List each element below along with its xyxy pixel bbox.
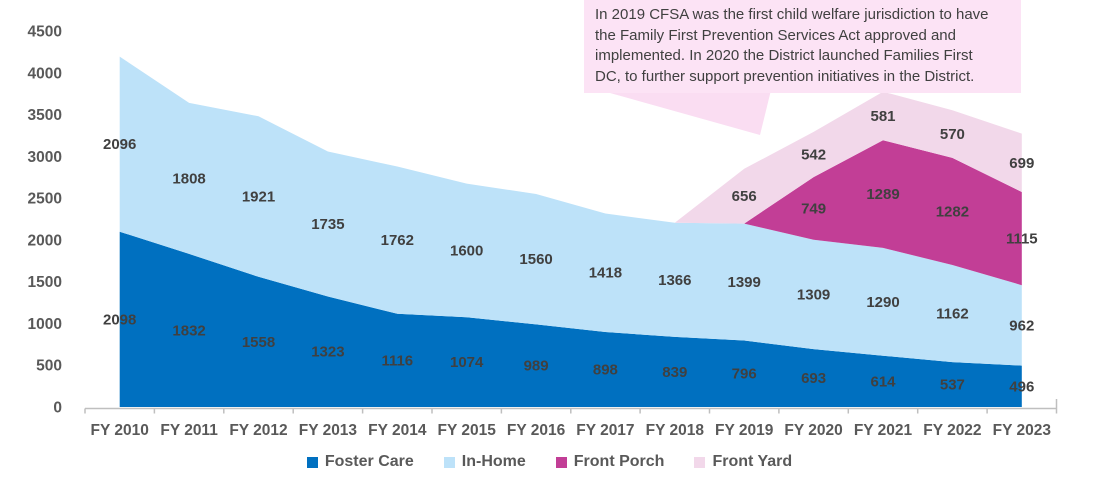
data-label-front-yard-fy-2020: 542 <box>801 147 826 164</box>
data-label-in-home-fy-2013: 1735 <box>311 216 344 233</box>
y-tick-label-3500: 3500 <box>28 107 62 124</box>
data-label-front-yard-fy-2021: 581 <box>870 108 895 125</box>
legend-item-front-yard: Front Yard <box>694 453 792 471</box>
data-label-in-home-fy-2019: 1399 <box>728 274 761 291</box>
data-label-foster-care-fy-2012: 1558 <box>242 334 275 351</box>
legend-swatch-in-home <box>443 456 455 468</box>
annotation-callout-text: In 2019 CFSA was the first child welfare… <box>584 0 1021 93</box>
legend-swatch-front-yard <box>694 456 706 468</box>
x-tick-label-fy-2016: FY 2016 <box>507 422 566 439</box>
x-tick-label-fy-2020: FY 2020 <box>784 422 842 439</box>
data-label-foster-care-fy-2016: 989 <box>524 358 549 375</box>
legend-label-front-yard: Front Yard <box>712 453 793 470</box>
y-tick-label-4000: 4000 <box>28 65 62 82</box>
data-label-in-home-fy-2022: 1162 <box>936 306 969 323</box>
area-in-home <box>119 56 1022 366</box>
data-label-foster-care-fy-2021: 614 <box>870 373 896 390</box>
x-tick-label-fy-2019: FY 2019 <box>715 422 774 439</box>
legend-label-front-porch: Front Porch <box>573 453 665 470</box>
data-label-front-porch-fy-2021: 1289 <box>866 186 899 203</box>
data-label-in-home-fy-2011: 1808 <box>172 170 205 187</box>
x-tick-label-fy-2011: FY 2011 <box>160 422 218 439</box>
legend-item-in-home: In-Home <box>443 453 526 471</box>
x-tick-label-fy-2017: FY 2017 <box>576 422 634 439</box>
legend-label-foster-care: Foster Care <box>324 453 414 470</box>
legend-item-foster-care: Foster Care <box>306 453 414 471</box>
data-label-front-porch-fy-2020: 749 <box>801 200 826 217</box>
legend-label-in-home: In-Home <box>461 453 526 470</box>
data-label-front-porch-fy-2023: 1115 <box>1006 231 1038 248</box>
data-label-foster-care-fy-2015: 1074 <box>450 354 484 371</box>
data-label-front-yard-fy-2019: 656 <box>732 188 757 205</box>
y-tick-label-1000: 1000 <box>28 316 62 333</box>
x-tick-label-fy-2014: FY 2014 <box>368 422 427 439</box>
data-label-in-home-fy-2012: 1921 <box>242 189 275 206</box>
data-label-in-home-fy-2023: 962 <box>1009 317 1034 334</box>
y-tick-label-1500: 1500 <box>28 274 62 291</box>
x-tick-label-fy-2010: FY 2010 <box>91 422 149 439</box>
data-label-in-home-fy-2021: 1290 <box>866 294 899 311</box>
data-label-in-home-fy-2014: 1762 <box>381 232 414 249</box>
data-label-foster-care-fy-2022: 537 <box>940 377 965 394</box>
y-tick-label-2000: 2000 <box>28 232 62 249</box>
data-label-foster-care-fy-2010: 2098 <box>103 311 136 328</box>
data-label-in-home-fy-2017: 1418 <box>589 265 622 282</box>
data-label-in-home-fy-2015: 1600 <box>450 242 483 259</box>
annotation-pointer <box>585 86 772 135</box>
data-label-foster-care-fy-2013: 1323 <box>311 344 344 361</box>
x-tick-label-fy-2015: FY 2015 <box>438 422 497 439</box>
y-tick-label-3000: 3000 <box>28 149 62 166</box>
data-label-foster-care-fy-2020: 693 <box>801 370 826 387</box>
legend-swatch-front-porch <box>555 456 567 468</box>
data-label-in-home-fy-2010: 2096 <box>103 136 136 153</box>
y-tick-label-2500: 2500 <box>28 191 62 208</box>
x-tick-label-fy-2018: FY 2018 <box>646 422 705 439</box>
data-label-foster-care-fy-2023: 496 <box>1009 378 1034 395</box>
data-label-foster-care-fy-2011: 1832 <box>172 323 205 340</box>
legend-swatch-foster-care <box>306 456 318 468</box>
data-label-foster-care-fy-2014: 1116 <box>381 352 413 369</box>
legend-item-front-porch: Front Porch <box>555 453 665 471</box>
x-tick-label-fy-2022: FY 2022 <box>923 422 981 439</box>
y-tick-label-500: 500 <box>36 358 62 375</box>
data-label-front-porch-fy-2022: 1282 <box>936 204 969 221</box>
x-tick-label-fy-2013: FY 2013 <box>299 422 358 439</box>
data-label-in-home-fy-2018: 1366 <box>658 272 691 289</box>
data-label-foster-care-fy-2019: 796 <box>732 366 757 383</box>
area-front-porch <box>119 56 1022 286</box>
data-label-in-home-fy-2020: 1309 <box>797 286 830 303</box>
data-label-front-yard-fy-2023: 699 <box>1009 155 1034 172</box>
area-front-yard <box>119 56 1022 224</box>
data-label-front-yard-fy-2022: 570 <box>940 126 965 143</box>
data-label-in-home-fy-2016: 1560 <box>519 251 552 268</box>
x-tick-label-fy-2023: FY 2023 <box>993 422 1052 439</box>
data-label-foster-care-fy-2018: 839 <box>662 364 687 381</box>
y-tick-label-4500: 4500 <box>28 24 62 41</box>
y-tick-label-0: 0 <box>53 400 62 417</box>
legend: Foster Care In-Home Front Porch Front Ya… <box>0 453 1099 471</box>
x-tick-label-fy-2021: FY 2021 <box>854 422 913 439</box>
data-label-foster-care-fy-2017: 898 <box>593 362 618 379</box>
area-foster-care <box>119 231 1022 407</box>
x-tick-label-fy-2012: FY 2012 <box>229 422 287 439</box>
